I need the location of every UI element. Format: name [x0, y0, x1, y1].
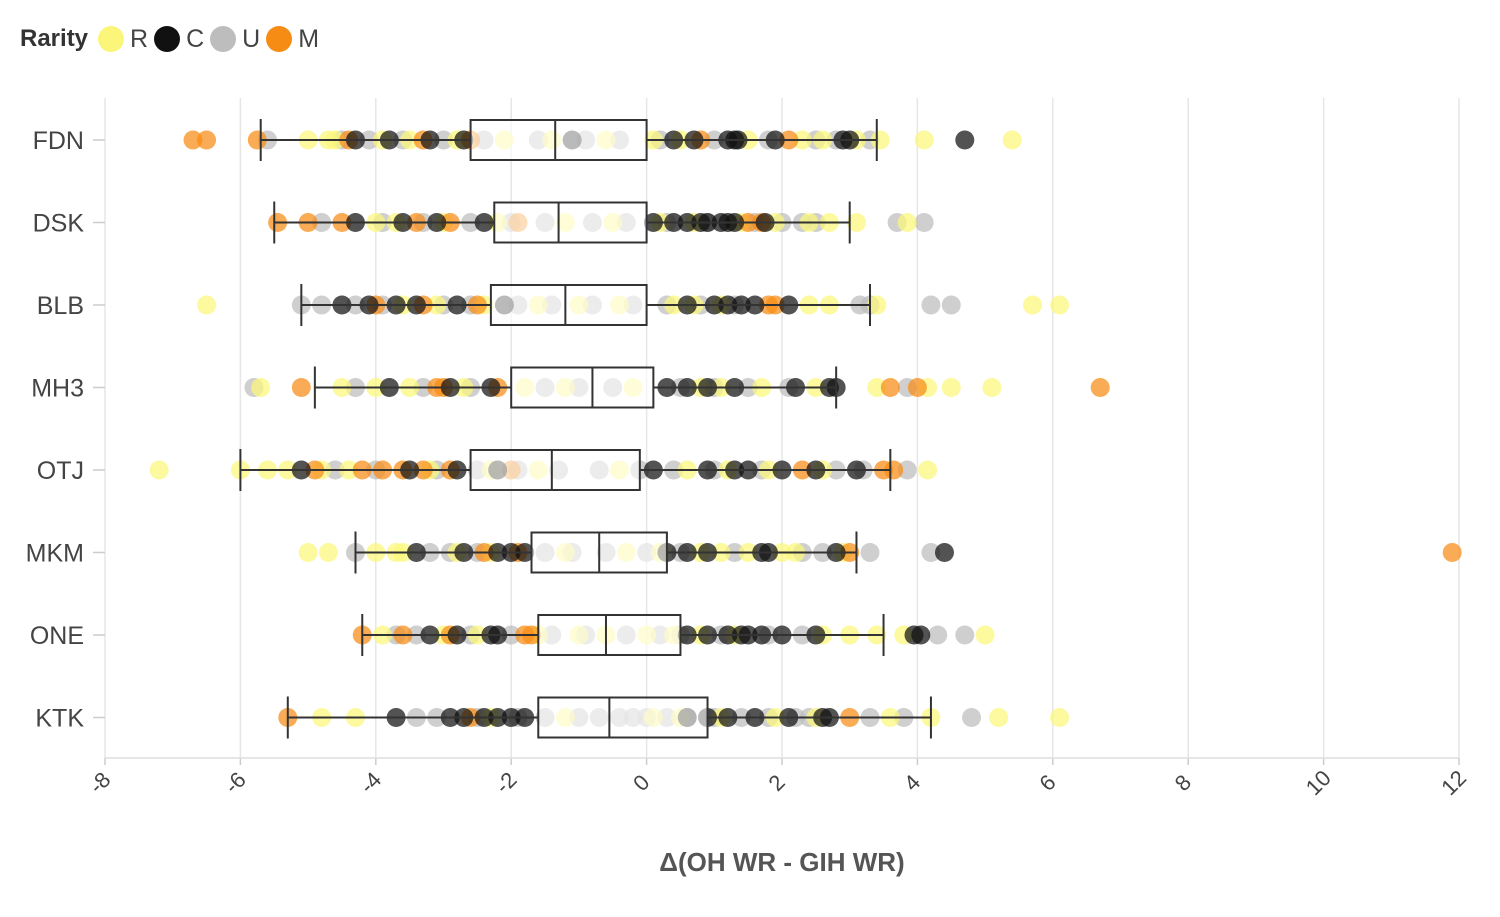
box-fdn [469, 119, 648, 161]
x-tick-label: 12 [1436, 765, 1471, 800]
y-category-label: MH3 [31, 375, 84, 403]
legend-label-r: R [130, 24, 149, 53]
legend-item-m: M [266, 25, 319, 54]
point-fdn-r [914, 130, 934, 150]
y-category-label: BLB [37, 292, 84, 320]
point-fdn-m [183, 130, 203, 150]
x-tick-label: 8 [1170, 770, 1196, 796]
legend-label-m: M [298, 24, 320, 53]
legend-swatch-c [154, 26, 181, 52]
point-mh3-r [867, 378, 887, 397]
legend-label-c: C [186, 24, 205, 53]
y-category-label: ONE [30, 622, 84, 650]
y-category-label: MKM [26, 540, 84, 568]
point-ktk-u [962, 708, 982, 727]
point-mkm-u [860, 543, 880, 562]
point-one-u [955, 625, 975, 645]
x-tick-label: -8 [84, 767, 116, 799]
point-dsk-r [846, 213, 866, 232]
point-mh3-m [1090, 378, 1110, 397]
point-otj-r [918, 460, 938, 480]
point-mkm-c [934, 543, 954, 562]
box-one [537, 614, 682, 656]
point-blb-r [197, 295, 217, 315]
box-ktk [537, 696, 709, 739]
box-dsk [493, 201, 648, 244]
point-mh3-m [880, 378, 900, 397]
point-mh3-r [982, 378, 1002, 397]
x-tick-label: 0 [628, 770, 654, 796]
legend-swatch-m [266, 26, 293, 52]
x-tick-label: 2 [764, 770, 790, 796]
point-mh3-m [291, 378, 311, 397]
box-otj [469, 449, 641, 491]
point-mkm-r [318, 543, 338, 562]
point-blb-u [921, 295, 941, 315]
y-category-label: OTJ [37, 457, 84, 485]
points-layer [149, 130, 1462, 727]
point-mkm-u [921, 543, 941, 562]
y-category-label: FDN [33, 127, 84, 155]
point-mkm-m [1442, 543, 1462, 562]
point-mh3-m [907, 378, 927, 397]
box-blb [489, 284, 648, 326]
point-mh3-r [941, 378, 961, 397]
point-ktk-r [989, 708, 1009, 727]
point-fdn-c [955, 130, 975, 150]
x-tick-label: 4 [899, 770, 925, 796]
y-category-label: DSK [33, 210, 85, 238]
x-tick-label: -6 [219, 767, 251, 799]
point-mh3-r [251, 378, 271, 397]
point-fdn-m [197, 130, 217, 150]
point-mkm-r [298, 543, 318, 562]
x-tick-label: 10 [1301, 765, 1336, 800]
point-fdn-r [1002, 130, 1022, 150]
legend-title: Rarity [20, 25, 89, 52]
point-otj-u [897, 460, 917, 480]
x-tick-label: -4 [355, 767, 387, 799]
legend-item-c: C [154, 25, 204, 54]
point-otj-m [884, 460, 904, 480]
box-layer [239, 119, 932, 739]
point-fdn-m [247, 130, 267, 150]
legend-label-u: U [242, 24, 261, 53]
point-blb-u [941, 295, 961, 315]
legend: Rarity R C U M [20, 22, 325, 56]
y-category-label: KTK [35, 705, 84, 733]
legend-swatch-r [98, 26, 125, 52]
point-blb-r [1022, 295, 1042, 315]
point-dsk-r [897, 213, 917, 232]
x-tick-label: -2 [490, 767, 522, 799]
point-blb-r [867, 295, 887, 315]
legend-swatch-u [210, 26, 237, 52]
point-dsk-u [914, 213, 934, 232]
grid-layer [93, 98, 1460, 765]
point-one-c [911, 625, 931, 645]
point-ktk-r [1050, 708, 1070, 727]
legend-item-r: R [98, 25, 148, 54]
legend-item-u: U [210, 25, 260, 54]
x-axis-title: Δ(OH WR - GIH WR) [659, 847, 904, 877]
point-fdn-r [870, 130, 890, 150]
point-one-r [975, 625, 995, 645]
point-one-u [928, 625, 948, 645]
x-tick-label: 6 [1034, 770, 1060, 796]
point-blb-r [1050, 295, 1070, 315]
point-otj-r [149, 460, 169, 480]
box-mh3 [510, 366, 655, 409]
